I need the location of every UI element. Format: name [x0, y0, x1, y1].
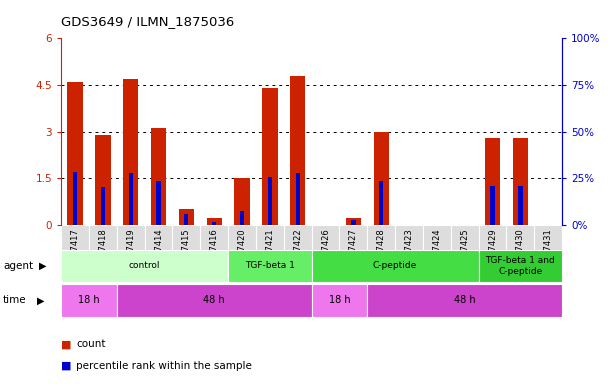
- Text: GSM507417: GSM507417: [70, 228, 79, 279]
- Text: ▶: ▶: [38, 261, 46, 271]
- Bar: [507, 225, 534, 269]
- Bar: [491, 186, 495, 225]
- Bar: [290, 76, 306, 225]
- Bar: [145, 225, 172, 269]
- Text: GSM507415: GSM507415: [182, 228, 191, 279]
- Text: GSM507414: GSM507414: [154, 228, 163, 279]
- Bar: [178, 209, 194, 225]
- Bar: [513, 138, 528, 225]
- Bar: [228, 250, 312, 282]
- Bar: [312, 225, 340, 269]
- Text: GSM507424: GSM507424: [433, 228, 441, 279]
- Text: GSM507422: GSM507422: [293, 228, 302, 279]
- Text: GSM507419: GSM507419: [126, 228, 135, 279]
- Text: count: count: [76, 339, 106, 349]
- Bar: [184, 214, 189, 225]
- Bar: [296, 174, 300, 225]
- Bar: [61, 284, 117, 317]
- Text: ■: ■: [61, 339, 71, 349]
- Bar: [395, 225, 423, 269]
- Text: TGF-beta 1: TGF-beta 1: [245, 262, 295, 270]
- Bar: [123, 79, 138, 225]
- Bar: [340, 225, 367, 269]
- Text: GSM507420: GSM507420: [238, 228, 246, 279]
- Bar: [351, 220, 356, 225]
- Bar: [485, 138, 500, 225]
- Bar: [373, 131, 389, 225]
- Bar: [89, 225, 117, 269]
- Bar: [151, 128, 166, 225]
- Bar: [61, 250, 228, 282]
- Text: agent: agent: [3, 261, 33, 271]
- Text: ■: ■: [61, 361, 71, 371]
- Text: control: control: [129, 262, 160, 270]
- Bar: [367, 284, 562, 317]
- Text: 18 h: 18 h: [78, 295, 100, 306]
- Bar: [156, 181, 161, 225]
- Bar: [200, 225, 228, 269]
- Bar: [312, 250, 478, 282]
- Bar: [212, 222, 216, 225]
- Bar: [73, 172, 77, 225]
- Text: GSM507425: GSM507425: [460, 228, 469, 279]
- Bar: [228, 225, 256, 269]
- Bar: [367, 225, 395, 269]
- Text: GDS3649 / ILMN_1875036: GDS3649 / ILMN_1875036: [61, 15, 235, 28]
- Text: GSM507418: GSM507418: [98, 228, 108, 279]
- Bar: [284, 225, 312, 269]
- Text: C-peptide: C-peptide: [373, 262, 417, 270]
- Bar: [478, 225, 507, 269]
- Text: GSM507427: GSM507427: [349, 228, 358, 279]
- Bar: [128, 174, 133, 225]
- Bar: [451, 225, 478, 269]
- Text: GSM507423: GSM507423: [404, 228, 414, 279]
- Bar: [518, 186, 522, 225]
- Bar: [235, 178, 250, 225]
- Text: ▶: ▶: [37, 295, 44, 306]
- Text: TGF-beta 1 and
C-peptide: TGF-beta 1 and C-peptide: [486, 256, 555, 276]
- Text: GSM507431: GSM507431: [544, 228, 553, 279]
- Bar: [172, 225, 200, 269]
- Bar: [423, 225, 451, 269]
- Bar: [117, 225, 145, 269]
- Text: 48 h: 48 h: [203, 295, 225, 306]
- Text: GSM507430: GSM507430: [516, 228, 525, 279]
- Bar: [256, 225, 284, 269]
- Bar: [101, 187, 105, 225]
- Bar: [379, 181, 383, 225]
- Bar: [262, 88, 277, 225]
- Bar: [67, 82, 82, 225]
- Text: 18 h: 18 h: [329, 295, 350, 306]
- Bar: [346, 218, 361, 225]
- Text: GSM507416: GSM507416: [210, 228, 219, 279]
- Text: GSM507421: GSM507421: [265, 228, 274, 279]
- Text: GSM507428: GSM507428: [377, 228, 386, 279]
- Bar: [534, 225, 562, 269]
- Text: time: time: [3, 295, 27, 306]
- Text: percentile rank within the sample: percentile rank within the sample: [76, 361, 252, 371]
- Bar: [312, 284, 367, 317]
- Bar: [117, 284, 312, 317]
- Bar: [207, 218, 222, 225]
- Bar: [478, 250, 562, 282]
- Text: GSM507429: GSM507429: [488, 228, 497, 279]
- Text: 48 h: 48 h: [454, 295, 475, 306]
- Bar: [240, 211, 244, 225]
- Bar: [95, 135, 111, 225]
- Bar: [268, 177, 272, 225]
- Text: GSM507426: GSM507426: [321, 228, 330, 279]
- Bar: [61, 225, 89, 269]
